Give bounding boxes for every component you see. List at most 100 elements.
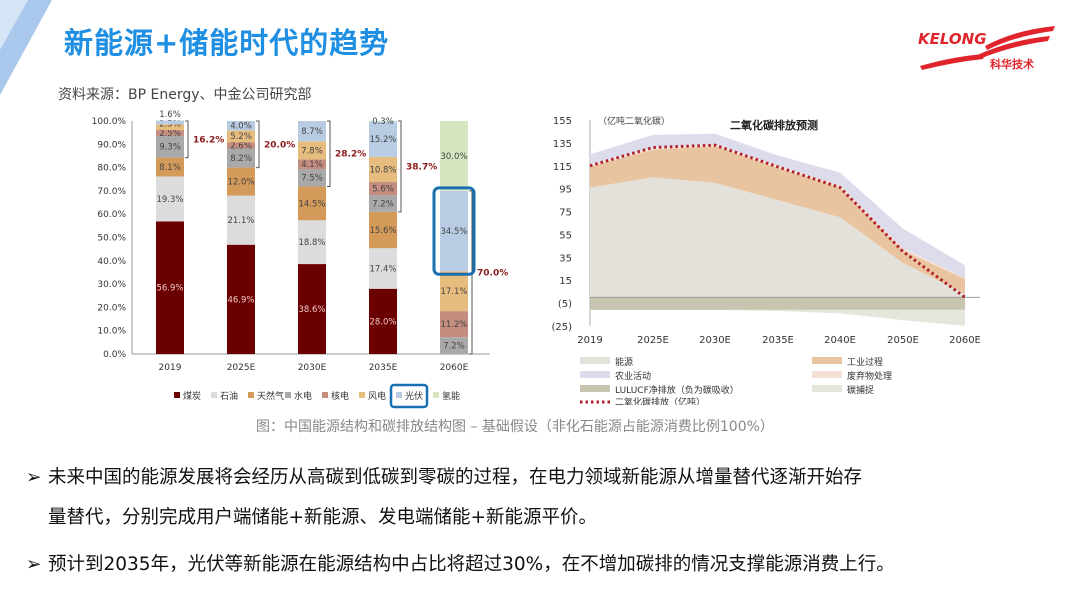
bullet-1: ➢ 未来中国的能源发展将会经历从高碳到低碳到零碳的过程，在电力领域新能源从增量替代… — [26, 466, 862, 530]
bar-label: 56.9% — [156, 284, 183, 294]
bar-segment — [156, 135, 184, 158]
x-tick-label: 2019 — [159, 363, 182, 373]
x-tick-label: 2040E — [824, 335, 856, 346]
bar-segment — [440, 337, 468, 354]
area-LULUCF净排放（负为碳吸收） — [590, 297, 965, 310]
area-碳捕捉 — [590, 309, 965, 326]
legend-swatch — [211, 392, 217, 398]
x-tick-label: 2030E — [699, 335, 731, 346]
chart-title: 二氧化碳排放预测 — [730, 118, 818, 132]
x-tick-label: 2050E — [887, 335, 919, 346]
area-工业过程 — [590, 146, 965, 294]
co2-emission-area-chart: 155 135 115 95 75 55 35 15 (5) (25) 2019 2025E 2030E… — [551, 115, 980, 405]
bar-label: 46.9% — [227, 295, 254, 305]
co2-emission-line — [589, 143, 966, 299]
bullet-1-line-2: 量替代，分别完成用户端储能+新能源、发电端储能+新能源平价。 — [48, 507, 598, 528]
bar-segment — [156, 120, 184, 125]
area-农业活动 — [590, 133, 965, 278]
bar-segment — [298, 121, 326, 142]
bracket-label: 38.7% — [406, 162, 437, 172]
bar-segment — [227, 195, 255, 245]
legend-label: 风电 — [368, 390, 386, 402]
legend-label: 氢能 — [442, 390, 460, 402]
bullet-1-line-1: 未来中国的能源发展将会经历从高碳到低碳到零碳的过程，在电力领域新能源从增量替代逐… — [48, 467, 863, 488]
bar-label: 11.2% — [440, 320, 467, 330]
y-tick-label: 30.0% — [97, 280, 126, 290]
legend-label: LULUCF净排放（负为碳吸收） — [615, 384, 739, 396]
legend-swatch — [812, 385, 842, 392]
bar-label: 34.5% — [440, 227, 467, 237]
bar-segment — [227, 148, 255, 168]
bar-segment — [227, 121, 255, 131]
y-tick-label: 0.0% — [103, 350, 126, 360]
bar-segment — [156, 130, 184, 136]
bar-label: 19.3% — [156, 195, 183, 205]
bar-segment — [298, 220, 326, 265]
bar-label: 7.2% — [443, 342, 465, 352]
y-tick-label: (5) — [558, 299, 572, 310]
bar-label: 0.3% — [372, 117, 394, 127]
bullet-2: ➢ 预计到2035年，光伏等新能源在能源结构中占比将超过30%，在不增加碳排的情况… — [26, 553, 895, 577]
legend-swatch — [580, 385, 610, 392]
legend-label: 农业活动 — [615, 370, 651, 382]
bar-label: 17.4% — [369, 264, 396, 274]
y-tick-label: 50.0% — [97, 234, 126, 244]
bar-segment — [440, 121, 468, 191]
x-tick-label: 2035E — [369, 363, 398, 373]
y-tick-label: 40.0% — [97, 257, 126, 267]
bar-label: 15.2% — [369, 135, 396, 145]
x-tick-label: 2060E — [949, 335, 980, 346]
bar-label: 4.1% — [301, 160, 323, 170]
bar-segment — [156, 176, 184, 222]
bracket — [185, 120, 189, 159]
bar-segment — [227, 142, 255, 149]
bar-label: 2.6% — [230, 141, 252, 151]
bar-label: 15.6% — [369, 226, 396, 236]
y-tick-label: 20.0% — [97, 303, 126, 313]
bar-label: 2.5% — [159, 129, 181, 139]
svg-text:KELONG: KELONG — [918, 30, 987, 48]
bracket — [398, 120, 402, 213]
x-tick-label: 2060E — [440, 363, 469, 373]
y-tick-label: 55 — [559, 230, 572, 241]
bracket — [256, 120, 260, 169]
bracket-label: 16.2% — [193, 135, 224, 145]
y-tick-label: 90.0% — [97, 140, 126, 150]
bar-segment — [440, 271, 468, 312]
bracket-label: 20.0% — [264, 140, 295, 150]
legend-swatch — [359, 392, 365, 398]
bar-segment — [369, 120, 397, 122]
bar-label: 21.1% — [227, 216, 254, 226]
bar-segment — [298, 264, 326, 354]
bar-segment — [156, 124, 184, 131]
bar-segment — [369, 288, 397, 354]
bar-label: 7.8% — [301, 146, 323, 156]
y-tick-label: (25) — [551, 322, 572, 333]
bar-label: 12.0% — [227, 178, 254, 188]
bar-label: 17.1% — [440, 287, 467, 297]
kelong-logo-icon: KELONG 科华技术 — [918, 26, 1055, 71]
bar-label: 10.8% — [369, 165, 396, 175]
legend-swatch — [812, 371, 842, 378]
bar-label: 9.3% — [159, 143, 181, 153]
bar-label: 7.2% — [372, 199, 394, 209]
legend-highlight-box — [389, 383, 429, 409]
legend-label: 碳捕捉 — [847, 384, 874, 396]
y-tick-label: 115 — [553, 162, 572, 173]
legend-label: 石油 — [220, 390, 238, 402]
bar-label: 5.2% — [230, 132, 252, 142]
legend-swatch — [396, 392, 402, 398]
bar-segment — [298, 168, 326, 187]
bar-segment — [227, 244, 255, 354]
bar-segment — [298, 141, 326, 160]
x-tick-label: 2025E — [227, 363, 256, 373]
bar-segment — [369, 182, 397, 196]
bar-segment — [369, 195, 397, 212]
bracket-label: 28.2% — [335, 150, 366, 160]
legend-label: 二氧化碳排放（亿吨） — [615, 396, 705, 405]
x-tick-label: 2035E — [762, 335, 794, 346]
arrow-right-icon: ➢ — [26, 467, 42, 488]
bar-segment — [369, 121, 397, 157]
legend-swatch — [248, 392, 254, 398]
